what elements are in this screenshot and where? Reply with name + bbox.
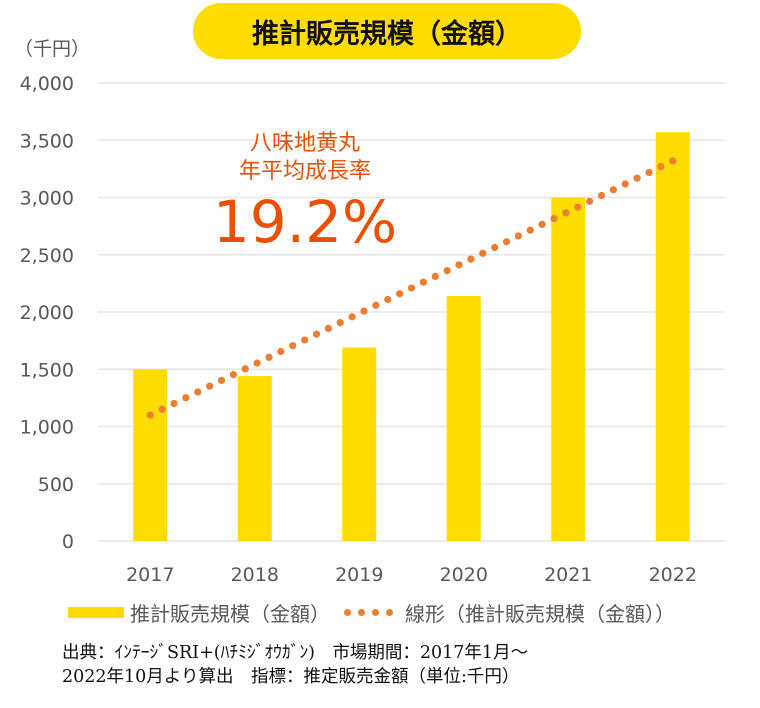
- trendline-dot: [396, 290, 404, 298]
- trendline-dot: [336, 319, 344, 327]
- trendline-dot: [669, 157, 677, 165]
- trendline-series: [146, 157, 677, 419]
- trendline-dot: [170, 399, 178, 408]
- trendline-dot: [384, 295, 392, 304]
- trendline-dot: [158, 405, 166, 413]
- chart-title-pill: 推計販売規模（金額）: [193, 3, 581, 59]
- trendline-dot: [586, 197, 594, 205]
- trendline-dot: [277, 347, 285, 356]
- bar-series: [133, 132, 690, 542]
- y-tick-label: 2,500: [20, 245, 74, 267]
- y-tick-label: 4,000: [20, 73, 74, 95]
- trendline-dot: [253, 359, 261, 367]
- y-axis-unit-label: （千円）: [14, 38, 91, 60]
- trendline-dot: [597, 191, 606, 200]
- trendline-dot: [241, 365, 249, 373]
- trendline-dot: [514, 232, 522, 240]
- trendline-dot: [146, 411, 154, 419]
- trendline-dot: [229, 371, 237, 379]
- trendline-dot: [312, 330, 321, 338]
- legend: 推計販売規模（金額） 線形（推計販売規模（金額））: [68, 598, 675, 627]
- trendline-dot: [265, 353, 273, 361]
- trendline-dot: [372, 301, 380, 309]
- trendline-dot: [633, 174, 641, 182]
- trendline-dot: [574, 203, 582, 211]
- legend-trend-label: 線形（推計販売規模（金額））: [405, 602, 675, 626]
- bar-2017: [133, 369, 168, 541]
- gridlines: [98, 82, 725, 542]
- trendline-dot: [467, 255, 475, 263]
- bar-2019: [342, 347, 377, 541]
- trendline-dot: [301, 336, 309, 344]
- trendline-dot: [182, 394, 190, 402]
- trendline-dot: [194, 388, 202, 396]
- trendline-dot: [657, 163, 665, 171]
- trendline-dot: [289, 342, 297, 350]
- trendline-dot: [562, 209, 570, 217]
- trendline-dot: [217, 376, 226, 384]
- trendline-dot: [443, 267, 451, 275]
- trendline-dot: [407, 284, 416, 292]
- trendline-dot: [502, 238, 511, 246]
- trendline-dot: [645, 168, 653, 177]
- annotation-growth-value: 19.2%: [212, 188, 398, 256]
- trendline-dot: [431, 272, 439, 281]
- bar-2021: [551, 197, 586, 541]
- y-tick-label: 500: [38, 474, 74, 496]
- bar-2020: [446, 295, 481, 541]
- source-note-line2: 2022年10月より算出 指標：推定販売金額（単位:千円）: [62, 667, 520, 687]
- annotation-metric-label: 年平均成長率: [238, 159, 371, 184]
- x-tick-label: 2020: [440, 564, 488, 586]
- trendline-dot: [348, 313, 356, 321]
- y-tick-label: 2,000: [20, 302, 74, 324]
- trendline-dot: [609, 186, 617, 194]
- trendline-dot: [550, 215, 558, 223]
- y-tick-label: 0: [62, 531, 74, 553]
- x-tick-label: 2018: [231, 564, 279, 586]
- source-note-line1: 出典：ｲﾝﾃｰｼﾞSRI+(ﾊﾁﾐｼﾞｵｳｶﾞﾝ) 市場期間：2017年1月～: [62, 643, 529, 663]
- chart-title: 推計販売規模（金額）: [252, 18, 522, 50]
- trendline-dot: [526, 226, 534, 234]
- x-axis-ticks: 2017 2018 2019 2020 2021 2022: [126, 564, 697, 586]
- trendline-dot: [538, 220, 546, 229]
- legend-bar-swatch: [68, 607, 124, 618]
- x-tick-label: 2017: [126, 564, 174, 586]
- trendline-dot: [360, 307, 368, 315]
- growth-rate-annotation: 八味地黄丸 年平均成長率 19.2%: [190, 130, 420, 256]
- trendline-dot: [455, 261, 463, 269]
- legend-bar-label: 推計販売規模（金額）: [130, 602, 330, 626]
- y-tick-label: 3,000: [20, 188, 74, 210]
- bar-2018: [237, 376, 272, 541]
- x-tick-label: 2019: [335, 564, 383, 586]
- trendline-dot: [419, 278, 427, 286]
- x-tick-label: 2021: [544, 564, 592, 586]
- annotation-product-name: 八味地黄丸: [249, 131, 360, 156]
- trendline-dot: [491, 243, 499, 252]
- legend-trend-swatch: [344, 609, 393, 616]
- trendline-dot: [621, 180, 629, 188]
- trendline-dot: [206, 382, 214, 390]
- trendline-dot: [479, 249, 487, 257]
- source-note: 出典：ｲﾝﾃｰｼﾞSRI+(ﾊﾁﾐｼﾞｵｳｶﾞﾝ) 市場期間：2017年1月～ …: [62, 641, 528, 689]
- trendline-dot: [324, 324, 332, 332]
- y-axis-ticks: 0 500 1,000 1,500 2,000 2,500 3,000 3,500 4,000: [20, 73, 74, 553]
- y-tick-label: 1,500: [20, 359, 74, 381]
- bar-2022: [655, 132, 690, 542]
- y-tick-label: 1,000: [20, 417, 74, 439]
- x-tick-label: 2022: [649, 564, 697, 586]
- y-tick-label: 3,500: [20, 130, 74, 152]
